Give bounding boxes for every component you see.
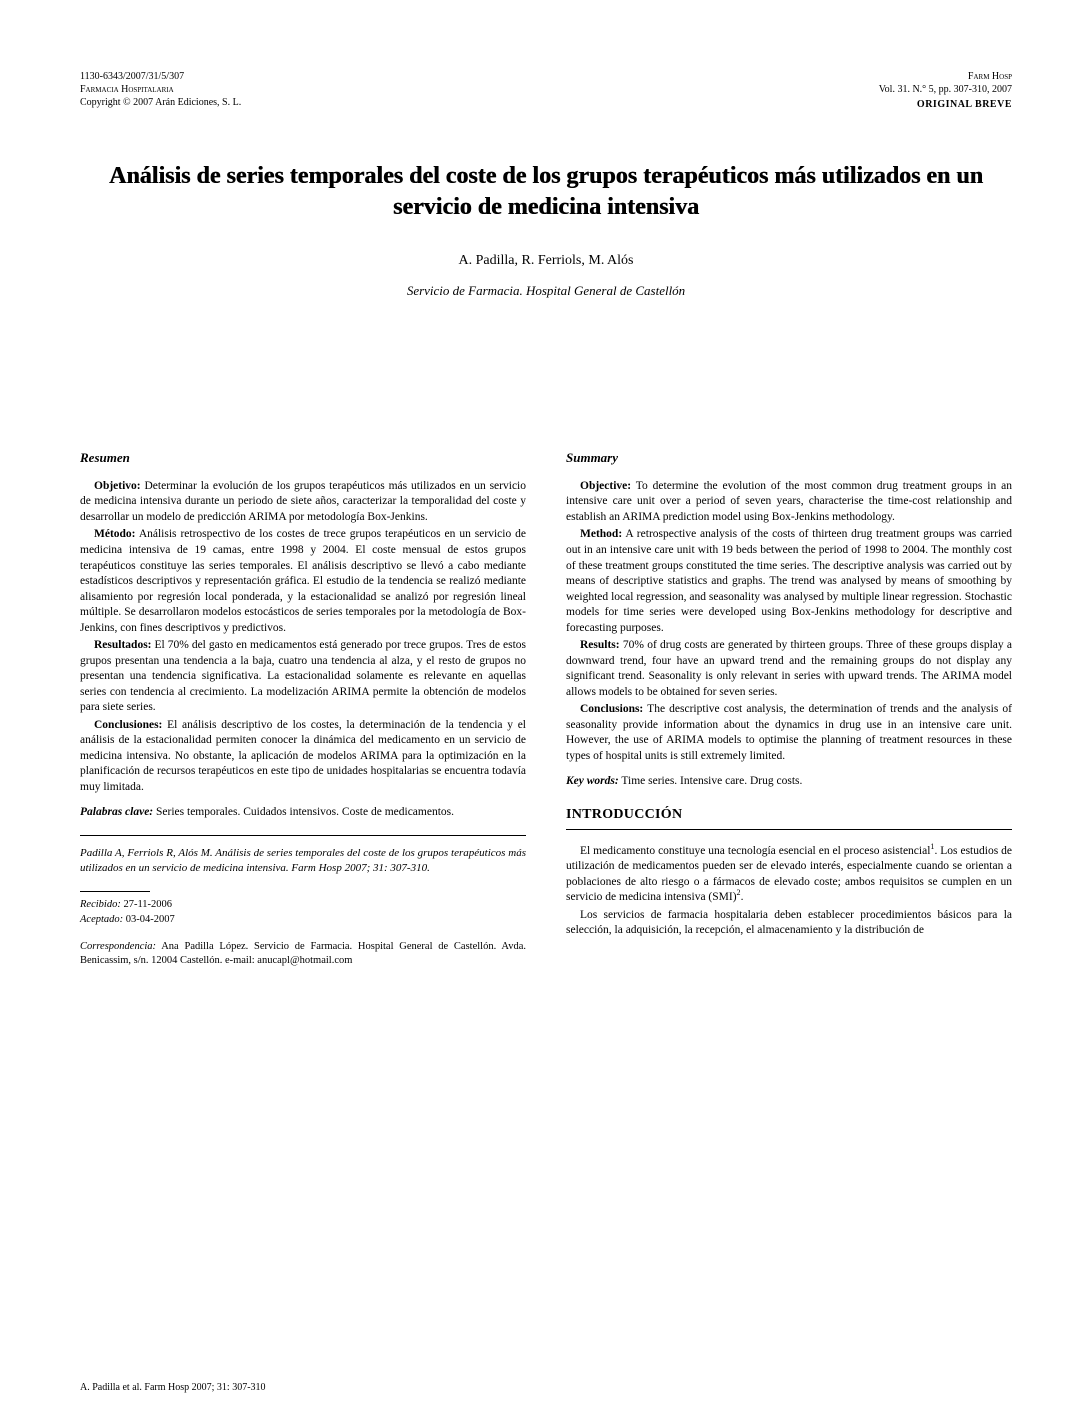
header-left: 1130-6343/2007/31/5/307 Farmacia Hospita… bbox=[80, 70, 241, 109]
correspondence: Correspondencia: Ana Padilla López. Serv… bbox=[80, 940, 526, 968]
resumen-conclusiones: Conclusiones: El análisis descriptivo de… bbox=[80, 718, 526, 796]
metodo-label: Método: bbox=[94, 528, 136, 540]
method-label: Method: bbox=[580, 528, 622, 540]
affiliation: Servicio de Farmacia. Hospital General d… bbox=[80, 283, 1012, 299]
copyright-line: Copyright © 2007 Arán Ediciones, S. L. bbox=[80, 96, 241, 109]
correspondence-label: Correspondencia: bbox=[80, 941, 156, 952]
objective-label: Objective: bbox=[580, 480, 631, 492]
journal-abbrev: Farm Hosp bbox=[879, 70, 1012, 83]
resultados-label: Resultados: bbox=[94, 639, 152, 651]
key-words: Key words: Time series. Intensive care. … bbox=[566, 774, 1012, 790]
resumen-objetivo: Objetivo: Determinar la evolución de los… bbox=[80, 479, 526, 526]
recibido-label: Recibido: bbox=[80, 899, 121, 910]
method-text: A retrospective analysis of the costs of… bbox=[566, 528, 1012, 633]
page-footer: A. Padilla et al. Farm Hosp 2007; 31: 30… bbox=[80, 1382, 266, 1393]
keywords-text: Time series. Intensive care. Drug costs. bbox=[619, 775, 803, 787]
citation: Padilla A, Ferriols R, Alós M. Análisis … bbox=[80, 846, 526, 876]
metodo-text: Análisis retrospectivo de los costes de … bbox=[80, 528, 526, 633]
resumen-resultados: Resultados: El 70% del gasto en medicame… bbox=[80, 638, 526, 716]
article-title: Análisis de series temporales del coste … bbox=[100, 161, 992, 223]
header-right: Farm Hosp Vol. 31. N.° 5, pp. 307-310, 2… bbox=[879, 70, 1012, 111]
objective-text: To determine the evolution of the most c… bbox=[566, 480, 1012, 523]
dates-block: Recibido: 27-11-2006 Aceptado: 03-04-200… bbox=[80, 898, 526, 927]
aceptado-label: Aceptado: bbox=[80, 914, 123, 925]
aceptado-date: 03-04-2007 bbox=[123, 914, 175, 925]
recibido-date: 27-11-2006 bbox=[121, 899, 172, 910]
right-column: Summary Objective: To determine the evol… bbox=[566, 449, 1012, 968]
keywords-label: Key words: bbox=[566, 775, 619, 787]
summary-conclusions: Conclusions: The descriptive cost analys… bbox=[566, 702, 1012, 764]
dates-divider bbox=[80, 891, 150, 892]
palabras-label: Palabras clave: bbox=[80, 806, 153, 818]
palabras-text: Series temporales. Cuidados intensivos. … bbox=[153, 806, 454, 818]
results-text: 70% of drug costs are generated by thirt… bbox=[566, 639, 1012, 698]
introduccion-rule bbox=[566, 829, 1012, 830]
recibido-line: Recibido: 27-11-2006 bbox=[80, 898, 526, 913]
intro-p1-a: El medicamento constituye una tecnología… bbox=[580, 845, 930, 857]
conclusions-label: Conclusions: bbox=[580, 703, 643, 715]
intro-p2: Los servicios de farmacia hospitalaria d… bbox=[566, 908, 1012, 939]
issn-line: 1130-6343/2007/31/5/307 bbox=[80, 70, 241, 83]
introduccion-heading: INTRODUCCIÓN bbox=[566, 806, 1012, 825]
objetivo-label: Objetivo: bbox=[94, 480, 141, 492]
citation-divider bbox=[80, 835, 526, 836]
page-header: 1130-6343/2007/31/5/307 Farmacia Hospita… bbox=[80, 70, 1012, 111]
objetivo-text: Determinar la evolución de los grupos te… bbox=[80, 480, 526, 523]
palabras-clave: Palabras clave: Series temporales. Cuida… bbox=[80, 805, 526, 821]
authors: A. Padilla, R. Ferriols, M. Alós bbox=[80, 253, 1012, 269]
aceptado-line: Aceptado: 03-04-2007 bbox=[80, 913, 526, 928]
intro-p1: El medicamento constituye una tecnología… bbox=[566, 844, 1012, 906]
summary-objective: Objective: To determine the evolution of… bbox=[566, 479, 1012, 526]
summary-heading: Summary bbox=[566, 449, 1012, 467]
content-columns: Resumen Objetivo: Determinar la evolució… bbox=[80, 449, 1012, 968]
results-label: Results: bbox=[580, 639, 620, 651]
journal-name: Farmacia Hospitalaria bbox=[80, 83, 241, 96]
volume-issue: Vol. 31. N.° 5, pp. 307-310, 2007 bbox=[879, 83, 1012, 96]
resumen-metodo: Método: Análisis retrospectivo de los co… bbox=[80, 527, 526, 636]
article-type-badge: ORIGINAL BREVE bbox=[879, 98, 1012, 111]
left-column: Resumen Objetivo: Determinar la evolució… bbox=[80, 449, 526, 968]
resumen-heading: Resumen bbox=[80, 449, 526, 467]
summary-method: Method: A retrospective analysis of the … bbox=[566, 527, 1012, 636]
conclusiones-label: Conclusiones: bbox=[94, 719, 162, 731]
intro-p1-c: . bbox=[741, 891, 744, 903]
summary-results: Results: 70% of drug costs are generated… bbox=[566, 638, 1012, 700]
